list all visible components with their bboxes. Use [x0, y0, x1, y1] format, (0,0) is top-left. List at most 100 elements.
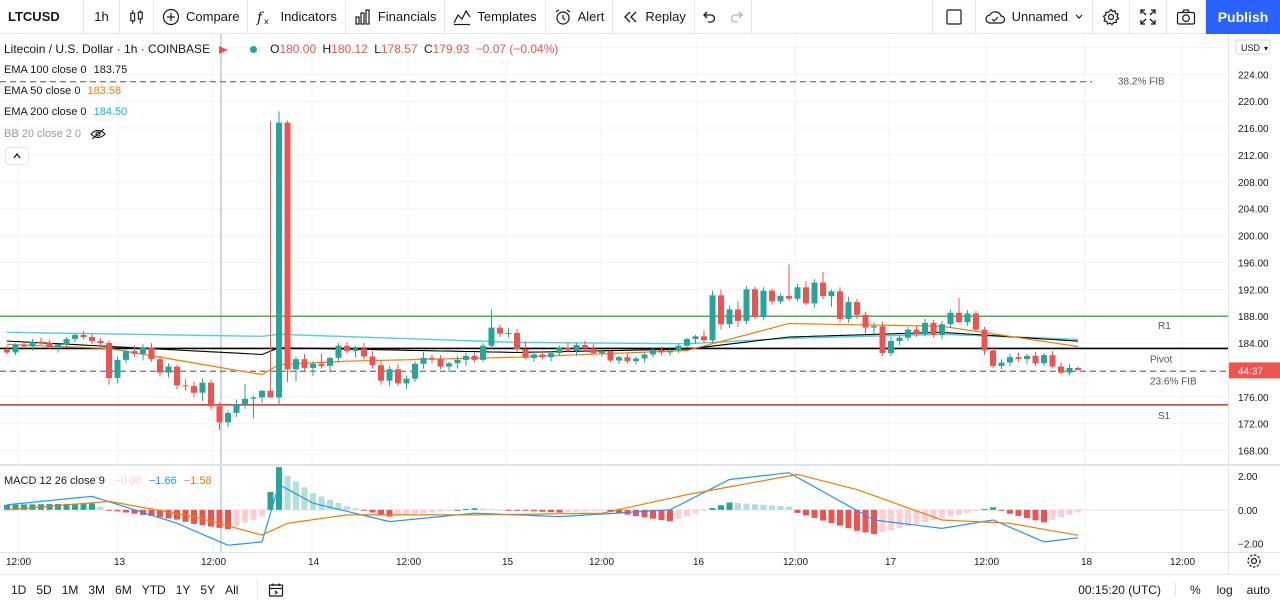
timeframe-1m[interactable]: 1M [61, 582, 79, 597]
timeframe-5y[interactable]: 5Y [200, 582, 216, 597]
ema50-value: 183.58 [87, 85, 122, 97]
ema50-legend[interactable]: EMA 50 close 0 183.58 [4, 85, 121, 97]
candle-body [633, 358, 639, 362]
timeframe-3m[interactable]: 3M [88, 582, 106, 597]
publish-button[interactable]: Publish [1206, 0, 1280, 34]
replay-button[interactable]: Replay [613, 0, 695, 34]
candle-body [675, 345, 682, 351]
percent-toggle[interactable]: % [1174, 582, 1209, 597]
candle-body [284, 122, 291, 370]
legend-open-value: 180.00 [279, 42, 317, 56]
candle-body [930, 322, 937, 335]
chart-style-button[interactable] [120, 0, 154, 34]
price-tick-label: 196.00 [1238, 258, 1269, 269]
timeframe-ytd[interactable]: YTD [141, 582, 166, 597]
price-tick-label: 212.00 [1238, 151, 1269, 162]
candle-body [505, 332, 512, 334]
redo-button[interactable] [723, 0, 752, 34]
compare-button[interactable]: Compare [154, 0, 249, 34]
bb-legend[interactable]: BB 20 close 2 0 [4, 128, 106, 140]
macd-histogram-bar [769, 505, 775, 510]
currency-button[interactable] [1235, 39, 1271, 55]
candle-body [361, 348, 367, 357]
candle-body [165, 366, 172, 373]
candle-body [837, 291, 843, 319]
candle-body [106, 343, 112, 378]
publish-label: Publish [1217, 9, 1269, 25]
utc-clock[interactable]: 00:15:20 (UTC) [1078, 582, 1161, 597]
macd-histogram-bar [123, 509, 129, 513]
compare-label: Compare [186, 9, 240, 24]
save-layout-button[interactable]: Unnamed [976, 0, 1093, 34]
eye-hidden-icon[interactable] [90, 128, 106, 140]
macd-histogram-bar [539, 509, 546, 512]
timeframe-5d[interactable]: 5D [36, 582, 52, 597]
timeframe-1y[interactable]: 1Y [175, 582, 191, 597]
ema200-legend[interactable]: EMA 200 close 0 184.50 [4, 106, 127, 118]
candle-body [310, 363, 316, 368]
macd-legend[interactable]: MACD 12 26 close 9 −0.08 −1.66 −1.58 [4, 475, 212, 487]
candle-body [539, 354, 546, 358]
macd-histogram-bar [344, 506, 350, 510]
undo-button[interactable] [695, 0, 723, 34]
candle-body [888, 341, 894, 354]
candle-body [1075, 367, 1081, 370]
date-range-button[interactable] [257, 579, 284, 600]
candle-body [369, 356, 376, 366]
settings-button[interactable] [1093, 0, 1130, 34]
interval-button[interactable]: 1h [84, 0, 120, 34]
timeframe-all[interactable]: All [225, 582, 239, 597]
snapshot-button[interactable] [1167, 0, 1206, 34]
candle-body [1058, 366, 1064, 373]
log-toggle[interactable]: log [1216, 582, 1233, 597]
macd-histogram-bar [650, 509, 656, 519]
s1-label: S1 [1158, 411, 1171, 422]
ema100-legend[interactable]: EMA 100 close 0 183.75 [4, 64, 127, 76]
financials-button[interactable]: Financials [346, 0, 446, 34]
templates-button[interactable]: Templates [445, 0, 546, 34]
macd-histogram-bar [599, 509, 605, 511]
ema200-label: EMA 200 close 0 [4, 106, 87, 118]
macd-histogram-bar [956, 509, 962, 515]
macd-histogram-bar [378, 509, 384, 515]
candle-body [964, 313, 971, 323]
symbol-search[interactable]: LTCUSD [0, 0, 84, 34]
candle-body [216, 406, 223, 423]
macd-histogram-bar [1032, 509, 1039, 521]
candle-body [471, 355, 478, 360]
chevron-up-icon [13, 152, 21, 159]
auto-toggle[interactable]: auto [1246, 582, 1270, 597]
timeframe-1d[interactable]: 1D [11, 582, 27, 597]
square-icon [946, 8, 962, 25]
plus-circle-icon [162, 8, 180, 25]
macd-histogram-bar [1075, 509, 1081, 513]
collapse-legend-button[interactable] [5, 147, 29, 165]
fullscreen-button[interactable] [1130, 0, 1167, 34]
candles-icon [130, 9, 143, 24]
layout-button[interactable] [931, 0, 976, 34]
timeframe-6m[interactable]: 6M [115, 582, 132, 597]
flag-icon [219, 45, 229, 54]
macd-histogram-bar [63, 503, 70, 510]
macd-histogram-bar [471, 508, 478, 510]
time-tick-label: 14 [308, 557, 320, 568]
chart-settings-gear[interactable] [1247, 554, 1261, 568]
macd-histogram-bar [1015, 509, 1022, 516]
candle-body [548, 353, 554, 358]
alert-button[interactable]: Alert [546, 0, 614, 34]
candle-body [1041, 355, 1047, 364]
templates-label: Templates [477, 9, 537, 24]
candle-body [684, 339, 690, 346]
macd-histogram-bar [327, 499, 333, 510]
candle-body [29, 341, 36, 347]
time-tick-label: 12:00 [201, 557, 226, 568]
macd-histogram-bar [633, 509, 639, 516]
macd-histogram-bar [182, 509, 189, 522]
candle-body [46, 343, 53, 348]
currency-label: USD [1241, 43, 1261, 53]
bottom-toolbar: 1D 5D 1M 3M 6M YTD 1Y 5Y All 00:15:20 (UTC) % lo… [0, 574, 1280, 604]
